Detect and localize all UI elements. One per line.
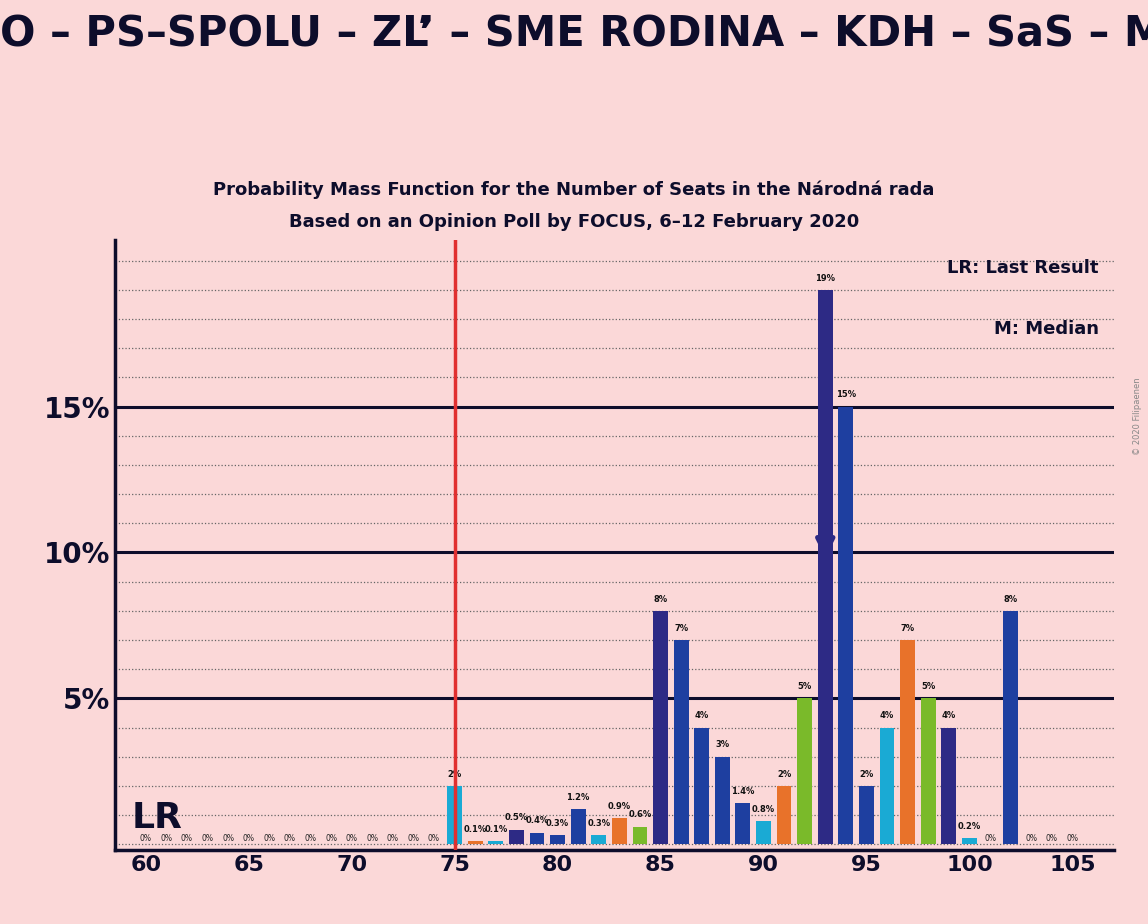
Bar (571, 809, 585, 845)
Text: 0%: 0% (325, 833, 338, 843)
Text: 0.8%: 0.8% (752, 805, 775, 814)
Text: 15%: 15% (836, 390, 856, 399)
Text: 0%: 0% (284, 833, 296, 843)
Text: 7%: 7% (674, 624, 688, 633)
Text: 0.5%: 0.5% (505, 813, 528, 822)
Text: LR: LR (131, 801, 183, 835)
Bar (900, 640, 915, 845)
Bar (612, 818, 627, 845)
Text: 2%: 2% (860, 770, 874, 779)
Text: 0%: 0% (161, 833, 172, 843)
Text: 0.3%: 0.3% (587, 820, 611, 828)
Bar (817, 290, 832, 845)
Text: 2%: 2% (448, 770, 461, 779)
Text: 0%: 0% (222, 833, 234, 843)
Text: 0.6%: 0.6% (628, 810, 652, 820)
Text: 3%: 3% (715, 740, 729, 749)
Bar (736, 803, 751, 845)
Text: Based on an Opinion Poll by FOCUS, 6–12 February 2020: Based on an Opinion Poll by FOCUS, 6–12 … (289, 213, 859, 231)
Text: 0.4%: 0.4% (526, 816, 549, 825)
Text: 0%: 0% (242, 833, 255, 843)
Bar (529, 833, 544, 845)
Text: 0%: 0% (1066, 833, 1078, 843)
Text: 0%: 0% (1046, 833, 1057, 843)
Text: 0.3%: 0.3% (546, 820, 569, 828)
Text: 0%: 0% (984, 833, 996, 843)
Bar (695, 727, 709, 845)
Text: 0.1%: 0.1% (464, 825, 487, 834)
Bar (550, 835, 565, 845)
Text: 2%: 2% (777, 770, 791, 779)
Bar (715, 757, 730, 845)
Text: 7%: 7% (900, 624, 915, 633)
Text: 0%: 0% (263, 833, 276, 843)
Text: 5%: 5% (798, 682, 812, 691)
Bar (941, 727, 956, 845)
Bar (859, 786, 874, 845)
Text: 0%: 0% (140, 833, 152, 843)
Text: M: Median: M: Median (993, 320, 1099, 337)
Bar (838, 407, 853, 845)
Bar (879, 727, 894, 845)
Text: © 2020 Filipaenen: © 2020 Filipaenen (1133, 377, 1142, 455)
Text: 0%: 0% (387, 833, 398, 843)
Bar (921, 699, 936, 845)
Bar (633, 827, 647, 845)
Text: LR: Last Result: LR: Last Result (947, 259, 1099, 276)
Bar (757, 821, 771, 845)
Text: 0%: 0% (408, 833, 419, 843)
Text: Probability Mass Function for the Number of Seats in the Národná rada: Probability Mass Function for the Number… (214, 180, 934, 199)
Text: 0%: 0% (366, 833, 378, 843)
Text: 0.9%: 0.9% (607, 802, 631, 810)
Text: 4%: 4% (879, 711, 894, 720)
Text: 0%: 0% (304, 833, 317, 843)
Text: 8%: 8% (1003, 594, 1017, 603)
Text: 0%: 0% (201, 833, 214, 843)
Bar (591, 835, 606, 845)
Text: 0%: 0% (428, 833, 440, 843)
Bar (488, 842, 503, 845)
Text: 5%: 5% (921, 682, 936, 691)
Text: 0.2%: 0.2% (957, 822, 982, 831)
Text: 0.1%: 0.1% (484, 825, 507, 834)
Text: 19%: 19% (815, 274, 836, 283)
Text: 0%: 0% (1025, 833, 1037, 843)
Text: 0%: 0% (181, 833, 193, 843)
Text: 1.4%: 1.4% (731, 787, 754, 796)
Bar (653, 611, 668, 845)
Bar (777, 786, 791, 845)
Bar (674, 640, 689, 845)
Text: O – PS–SPOLU – ZĽ’ – SME RODINA – KDH – SaS – MOS: O – PS–SPOLU – ZĽ’ – SME RODINA – KDH – … (0, 14, 1148, 55)
Bar (797, 699, 812, 845)
Bar (509, 830, 523, 845)
Bar (467, 842, 482, 845)
Bar (1003, 611, 1018, 845)
Bar (448, 786, 461, 845)
Text: 0%: 0% (346, 833, 358, 843)
Text: 4%: 4% (941, 711, 956, 720)
Text: 4%: 4% (695, 711, 708, 720)
Text: 8%: 8% (653, 594, 668, 603)
Text: 1.2%: 1.2% (566, 793, 590, 802)
Bar (962, 838, 977, 845)
